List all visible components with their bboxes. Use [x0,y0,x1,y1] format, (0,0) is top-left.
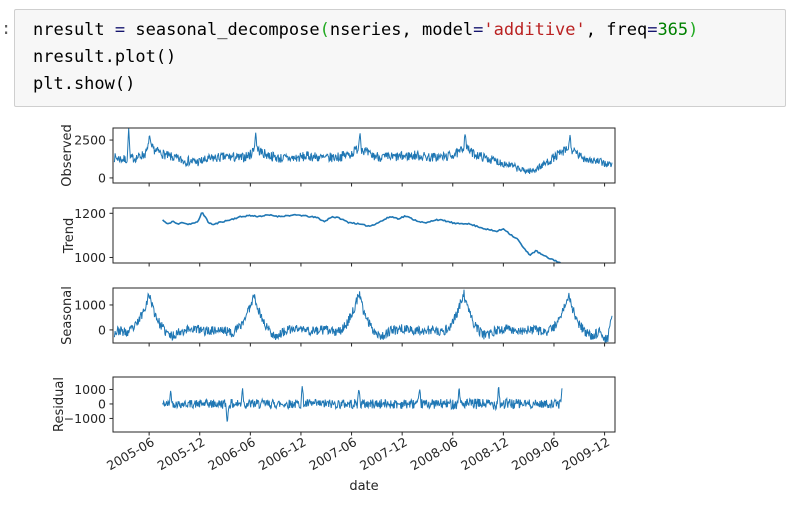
code-line-1: nresult = seasonal_decompose(nseries, mo… [33,17,777,44]
code-token-number: 365 [657,20,689,40]
xtick-label: 2005-12 [155,434,208,473]
xtick-label: 2009-06 [509,434,562,473]
observed-ytick-label: 2500 [74,133,106,148]
code-token-operator: = [647,20,658,40]
seasonal-frame [112,287,616,344]
residual-series-line [162,386,563,422]
execution-prompt: : [1,19,12,39]
observed-ylabel: Observed [60,124,75,187]
xaxis-title: date [349,479,378,494]
trend-ytick-label: 1200 [74,206,106,221]
seasonal-ytick-label: 0 [98,322,106,337]
trend-ytick-label: 1000 [74,250,106,265]
code-line-2: nresult.plot() [33,47,177,67]
trend-frame [112,207,616,264]
xtick-label: 2008-12 [458,434,511,473]
code-token-operator: = [473,20,484,40]
code-line-3: plt.show() [33,74,136,94]
observed-frame [112,127,616,184]
code-token-default: , freq [585,20,648,40]
code-editor[interactable]: nresult = seasonal_decompose(nseries, mo… [15,10,785,106]
trend-ylabel: Trend [62,218,77,255]
code-token-default: nresult [33,20,115,40]
code-token-bracket: ) [688,20,699,40]
residual-ylabel: Residual [52,377,67,432]
seasonal-series-line [113,289,613,343]
code-token-operator: = [114,20,126,40]
xtick-label: 2007-12 [357,434,410,473]
code-token-default: nseries, model [329,20,474,40]
decomposition-figure: 02500Observed10001200Trend01000Seasonal−… [52,124,616,494]
xtick-label: 2009-12 [559,434,612,473]
observed-ytick-label: 0 [98,170,106,185]
residual-ytick-label: −1000 [64,411,106,426]
xtick-label: 2005-06 [104,434,157,473]
trend-series-line [162,212,562,263]
xtick-label: 2008-06 [408,434,461,473]
code-token-bracket: ( [319,20,330,40]
residual-ytick-label: 1000 [74,382,106,397]
observed-series-line [113,128,613,175]
xtick-label: 2006-12 [256,434,309,473]
residual-frame [112,376,616,433]
code-token-default: seasonal_decompose [125,20,320,40]
seasonal-ylabel: Seasonal [60,286,75,345]
seasonal-ytick-label: 1000 [74,297,106,312]
xtick-label: 2007-06 [306,434,359,473]
residual-ytick-label: 0 [98,396,106,411]
xtick-label: 2006-06 [205,434,258,473]
code-cell[interactable]: nresult = seasonal_decompose(nseries, mo… [14,9,786,107]
code-token-string: 'additive' [483,20,586,40]
